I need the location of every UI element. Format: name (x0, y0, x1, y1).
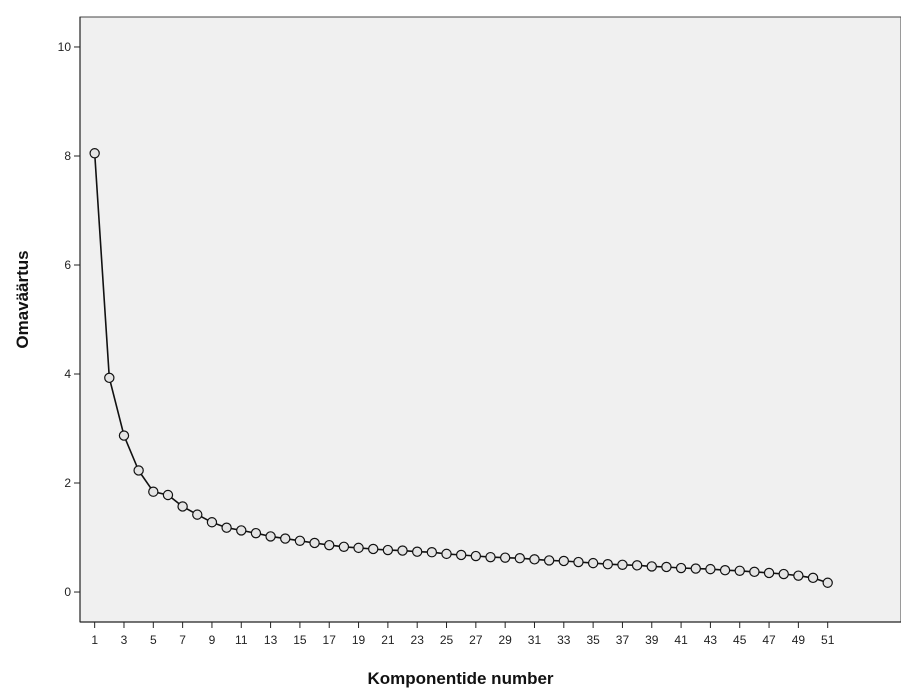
data-point (368, 543, 379, 555)
data-point (646, 561, 657, 572)
data-point (280, 533, 291, 544)
x-tick-label: 39 (645, 633, 659, 647)
x-tick-label: 51 (821, 633, 835, 647)
data-point (411, 546, 423, 557)
plot-area (79, 16, 901, 623)
data-point (558, 555, 570, 567)
data-point (602, 559, 613, 570)
data-point (470, 550, 482, 562)
data-point (690, 563, 701, 574)
data-point (807, 572, 819, 584)
data-point (617, 559, 628, 570)
data-point (485, 551, 496, 563)
data-point (749, 566, 760, 578)
data-point (514, 553, 526, 564)
x-tick-label: 31 (528, 633, 542, 647)
y-tick-label: 4 (64, 367, 71, 381)
x-tick-label: 7 (179, 633, 186, 647)
data-point (441, 548, 452, 560)
data-point (177, 501, 188, 512)
data-point (705, 563, 716, 575)
data-point (236, 525, 247, 536)
x-tick-label: 15 (293, 633, 307, 647)
data-point (265, 531, 276, 542)
data-point (294, 535, 306, 546)
data-point (763, 567, 775, 579)
x-tick-label: 37 (616, 633, 630, 647)
data-point (587, 557, 599, 569)
data-point (573, 556, 584, 568)
x-tick-label: 5 (150, 633, 157, 647)
x-tick-label: 25 (440, 633, 454, 647)
data-point (499, 552, 511, 563)
data-point (675, 562, 687, 574)
series-group (89, 148, 833, 588)
x-tick-label: 9 (209, 633, 216, 647)
data-point (309, 537, 320, 549)
x-tick-label: 33 (557, 633, 571, 647)
data-point (397, 545, 408, 556)
x-tick-label: 23 (411, 633, 425, 647)
y-tick-label: 10 (58, 40, 72, 54)
x-tick-label: 35 (586, 633, 600, 647)
x-tick-label: 29 (498, 633, 512, 647)
x-tick-label: 3 (121, 633, 128, 647)
data-point (192, 509, 203, 520)
data-point (206, 517, 218, 528)
data-point (324, 539, 335, 551)
data-point (426, 547, 438, 558)
data-point (162, 489, 174, 501)
data-point (221, 522, 232, 533)
x-tick-label: 11 (235, 633, 248, 647)
data-point (719, 565, 731, 576)
x-tick-label: 43 (704, 633, 718, 647)
data-point (338, 541, 350, 552)
data-point (455, 549, 467, 561)
data-point (382, 544, 394, 556)
y-tick-label: 2 (64, 476, 71, 490)
x-ticks: 1 3 5 7 9 11 13 15 17 19 21 23 25 27 29 31 33 35 37 39 41 43 4… (91, 622, 835, 647)
y-ticks: 0 2 4 6 8 10 (58, 40, 80, 599)
data-point (661, 561, 672, 573)
x-tick-label: 47 (762, 633, 776, 647)
y-tick-label: 0 (64, 585, 71, 599)
data-point (793, 570, 804, 581)
data-point (148, 486, 159, 497)
x-tick-label: 49 (792, 633, 806, 647)
data-point (822, 577, 833, 588)
x-tick-label: 17 (323, 633, 337, 647)
y-axis-title: Omaväärtus (13, 250, 32, 348)
data-point (353, 542, 364, 554)
data-point (104, 372, 115, 384)
x-tick-label: 13 (264, 633, 278, 647)
x-tick-label: 21 (381, 633, 395, 647)
data-point (734, 565, 745, 576)
x-tick-label: 19 (352, 633, 366, 647)
data-point (543, 555, 555, 566)
x-axis-title: Komponentide number (367, 669, 553, 688)
data-point (250, 527, 262, 539)
y-tick-label: 8 (64, 149, 71, 163)
x-tick-label: 41 (674, 633, 688, 647)
data-point (133, 465, 144, 476)
data-point (89, 148, 100, 159)
x-tick-label: 1 (91, 633, 98, 647)
y-tick-label: 6 (64, 258, 71, 272)
data-point (118, 430, 130, 441)
data-point (778, 568, 789, 580)
x-tick-label: 45 (733, 633, 747, 647)
data-point (631, 560, 643, 571)
data-point (529, 554, 540, 565)
x-tick-label: 27 (469, 633, 483, 647)
